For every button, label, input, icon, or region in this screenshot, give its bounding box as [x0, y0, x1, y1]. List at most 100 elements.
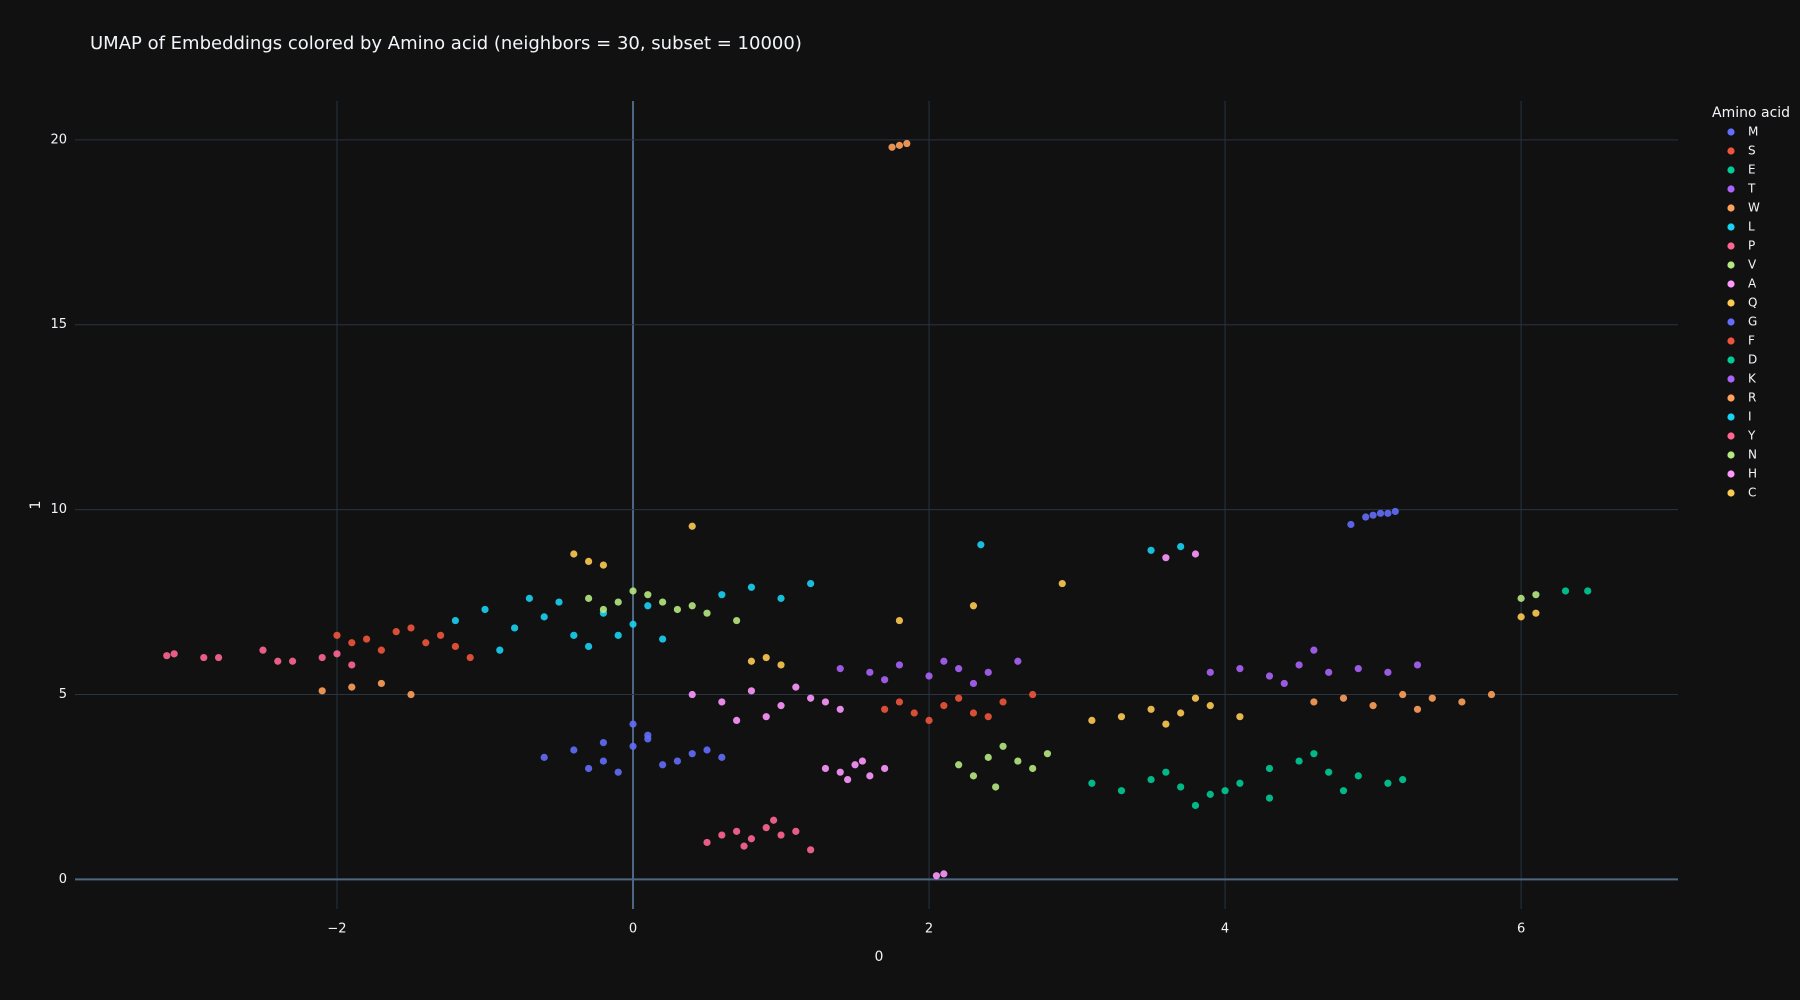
point [955, 665, 963, 673]
legend-item[interactable]: S [1727, 144, 1756, 158]
point [1117, 713, 1126, 721]
point [881, 764, 889, 773]
point [910, 709, 918, 717]
x-tick-label: 6 [1517, 922, 1525, 937]
legend-marker [1727, 489, 1735, 497]
legend-item[interactable]: V [1727, 258, 1757, 272]
point [747, 657, 756, 665]
point [762, 713, 770, 721]
legend-item[interactable]: E [1727, 163, 1756, 177]
legend-item[interactable]: D [1727, 353, 1757, 367]
y-tick-label: 10 [50, 502, 67, 517]
point [1177, 709, 1185, 717]
point [1413, 661, 1422, 669]
point [866, 668, 874, 676]
legend-item[interactable]: K [1727, 372, 1757, 386]
point [1347, 520, 1355, 529]
point [525, 594, 534, 602]
point [703, 746, 711, 754]
point [807, 579, 815, 588]
point [1014, 757, 1022, 765]
point [629, 620, 637, 628]
point [555, 598, 563, 606]
point [466, 653, 474, 662]
point [1384, 509, 1392, 517]
point [747, 687, 756, 695]
plot-area [163, 139, 1592, 880]
point [1428, 694, 1436, 702]
legend-marker [1727, 394, 1735, 402]
point [969, 679, 978, 688]
point [214, 653, 223, 662]
point [1265, 794, 1274, 802]
point [1162, 720, 1170, 728]
point [777, 661, 785, 669]
legend-label: M [1748, 125, 1758, 139]
legend-marker [1727, 318, 1735, 326]
legend-marker [1727, 128, 1735, 136]
point [1487, 690, 1496, 699]
point [932, 872, 941, 880]
point [1117, 787, 1126, 795]
point [925, 716, 933, 725]
legend-item[interactable]: Y [1727, 429, 1756, 443]
legend-item[interactable]: R [1727, 391, 1756, 405]
legend-label: T [1747, 182, 1756, 196]
point [940, 870, 948, 878]
point [511, 624, 519, 632]
point [866, 772, 874, 780]
legend-marker [1727, 356, 1735, 364]
point [747, 835, 756, 843]
legend-item[interactable]: P [1727, 239, 1755, 253]
point [718, 831, 726, 839]
point [377, 646, 385, 654]
legend-item[interactable]: N [1727, 448, 1757, 462]
x-tick-label: 2 [925, 922, 933, 937]
legend-label: V [1748, 258, 1757, 272]
point [1236, 779, 1244, 787]
point [718, 591, 726, 599]
legend-marker [1727, 413, 1735, 421]
point [1384, 668, 1392, 676]
legend-item[interactable]: W [1727, 201, 1760, 215]
legend-label: Y [1747, 429, 1756, 443]
legend-item[interactable]: A [1727, 277, 1757, 291]
point [644, 602, 652, 610]
point [629, 587, 637, 595]
legend-label: P [1748, 239, 1755, 253]
legend-item[interactable]: I [1727, 410, 1752, 424]
legend-item[interactable]: T [1727, 182, 1756, 196]
legend-label: N [1748, 448, 1757, 462]
point [895, 616, 904, 625]
legend-item[interactable]: L [1727, 220, 1755, 234]
point [836, 705, 844, 713]
legend-item[interactable]: C [1727, 486, 1756, 500]
legend-item[interactable]: F [1727, 334, 1755, 348]
legend-label: W [1748, 201, 1760, 215]
point [540, 753, 548, 761]
legend-marker [1727, 185, 1735, 193]
point [599, 757, 608, 765]
point [1177, 543, 1185, 551]
point [969, 602, 978, 610]
point [1088, 716, 1096, 725]
point [1147, 546, 1155, 554]
legend-marker [1727, 375, 1735, 383]
point [614, 768, 622, 776]
legend-item[interactable]: G [1727, 315, 1757, 329]
legend-item[interactable]: Q [1727, 296, 1757, 310]
legend-item[interactable]: H [1727, 467, 1757, 481]
legend-item[interactable]: M [1727, 125, 1758, 139]
point [969, 709, 978, 717]
legend-marker [1727, 242, 1735, 250]
point [984, 713, 992, 721]
point [599, 561, 608, 569]
point [940, 657, 948, 665]
legend-marker [1727, 432, 1735, 440]
point [858, 757, 867, 765]
x-tick-label: 4 [1221, 922, 1229, 937]
point [1384, 779, 1392, 787]
legend-marker [1727, 470, 1735, 478]
point [1369, 702, 1377, 710]
